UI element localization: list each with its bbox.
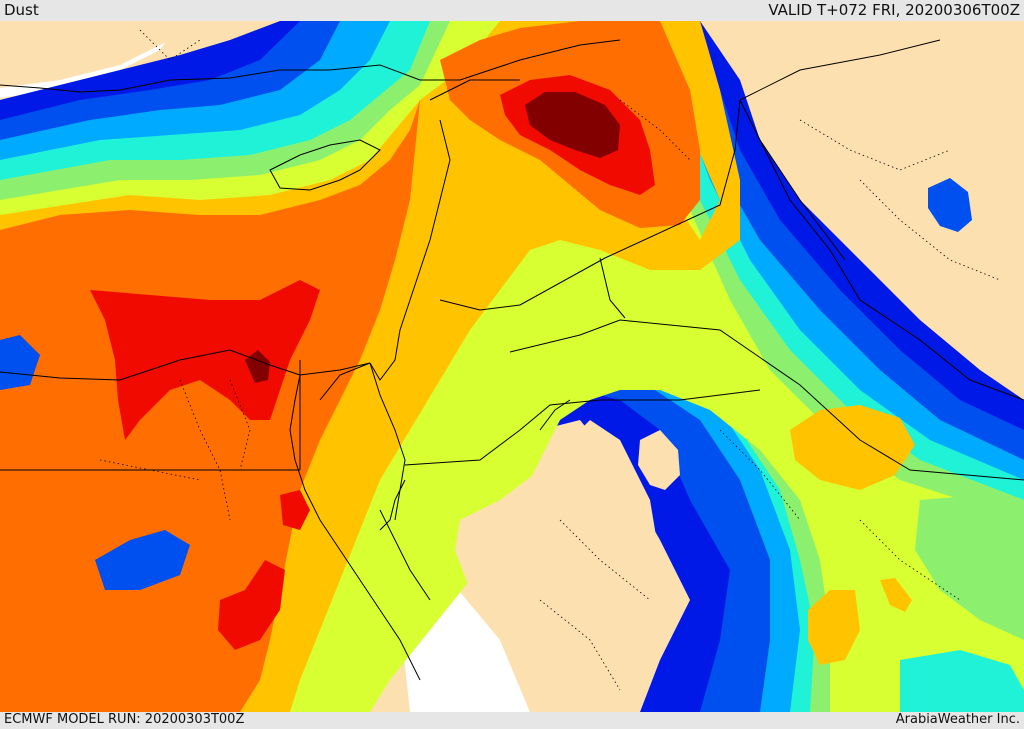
title-bar: Dust VALID T+072 FRI, 20200306T00Z <box>0 0 1024 21</box>
field-title: Dust <box>4 1 39 19</box>
contour-red-west <box>90 280 320 440</box>
pocket-yellow-east <box>790 405 915 490</box>
pocket-land-lake <box>638 430 680 490</box>
country-borders <box>0 39 1024 601</box>
pocket-cyan-se <box>900 650 1024 712</box>
credit-label: ArabiaWeather Inc. <box>895 712 1020 727</box>
pocket-green-se <box>915 495 1024 640</box>
pocket-yellow-se-1 <box>808 590 860 665</box>
dust-forecast-map <box>0 21 1024 712</box>
dust-field <box>0 21 1024 712</box>
contour-red-spot-1 <box>280 490 310 530</box>
pocket-blue-sw <box>95 530 190 590</box>
contour-red-spot-2 <box>218 560 285 650</box>
valid-time-label: VALID T+072 FRI, 20200306T00Z <box>768 1 1020 19</box>
coastlines <box>0 39 846 681</box>
pocket-land-south <box>455 420 660 712</box>
model-run-label: ECMWF MODEL RUN: 20200303T00Z <box>4 712 245 727</box>
internal-boundaries <box>99 29 1001 691</box>
footer-bar: ECMWF MODEL RUN: 20200303T00Z ArabiaWeat… <box>0 712 1024 729</box>
pocket-blue-iraq <box>928 178 972 232</box>
pocket-yellow-se-2 <box>880 578 912 612</box>
contour-darkred-north <box>525 92 620 158</box>
pocket-blue-west <box>0 335 40 390</box>
